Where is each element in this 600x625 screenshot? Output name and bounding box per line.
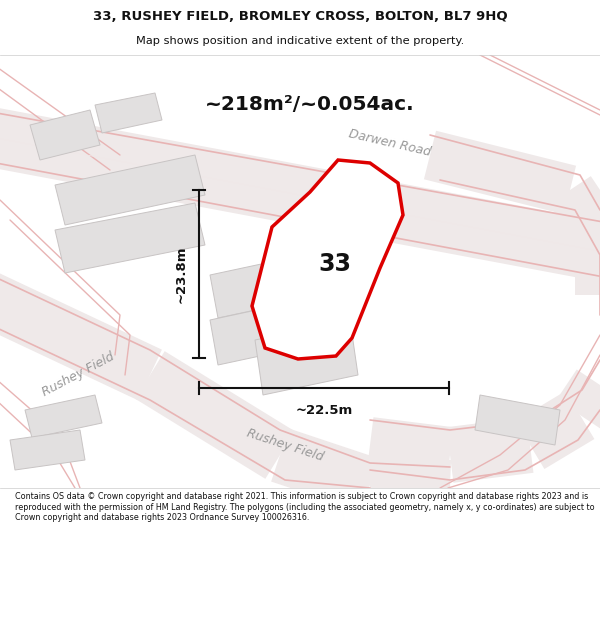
Polygon shape — [424, 131, 576, 214]
Polygon shape — [549, 176, 600, 249]
Polygon shape — [210, 260, 288, 318]
Polygon shape — [255, 320, 358, 395]
Text: Contains OS data © Crown copyright and database right 2021. This information is : Contains OS data © Crown copyright and d… — [15, 492, 595, 522]
Polygon shape — [25, 395, 102, 438]
Polygon shape — [446, 418, 533, 482]
Polygon shape — [55, 155, 205, 225]
Text: Map shows position and indicative extent of the property.: Map shows position and indicative extent… — [136, 36, 464, 46]
Text: ~23.8m: ~23.8m — [175, 245, 187, 302]
Text: ~218m²/~0.054ac.: ~218m²/~0.054ac. — [205, 96, 415, 114]
Polygon shape — [271, 428, 379, 512]
Polygon shape — [55, 203, 205, 273]
Text: 33: 33 — [318, 253, 351, 276]
Polygon shape — [367, 418, 454, 482]
Polygon shape — [210, 305, 288, 365]
Polygon shape — [136, 351, 295, 479]
Polygon shape — [475, 395, 560, 445]
Polygon shape — [369, 457, 451, 516]
Polygon shape — [515, 391, 595, 469]
Polygon shape — [252, 160, 403, 359]
Polygon shape — [95, 93, 162, 133]
Text: Rushey Field: Rushey Field — [40, 351, 116, 399]
Text: Rushey Field: Rushey Field — [245, 426, 325, 464]
Text: 33, RUSHEY FIELD, BROMLEY CROSS, BOLTON, BL7 9HQ: 33, RUSHEY FIELD, BROMLEY CROSS, BOLTON,… — [92, 10, 508, 23]
Polygon shape — [30, 110, 100, 160]
Polygon shape — [0, 106, 600, 284]
Text: Darwen Road: Darwen Road — [347, 127, 433, 159]
Polygon shape — [557, 369, 600, 431]
Polygon shape — [10, 430, 85, 470]
Polygon shape — [0, 269, 162, 401]
Polygon shape — [575, 235, 600, 295]
Text: ~22.5m: ~22.5m — [295, 404, 353, 416]
